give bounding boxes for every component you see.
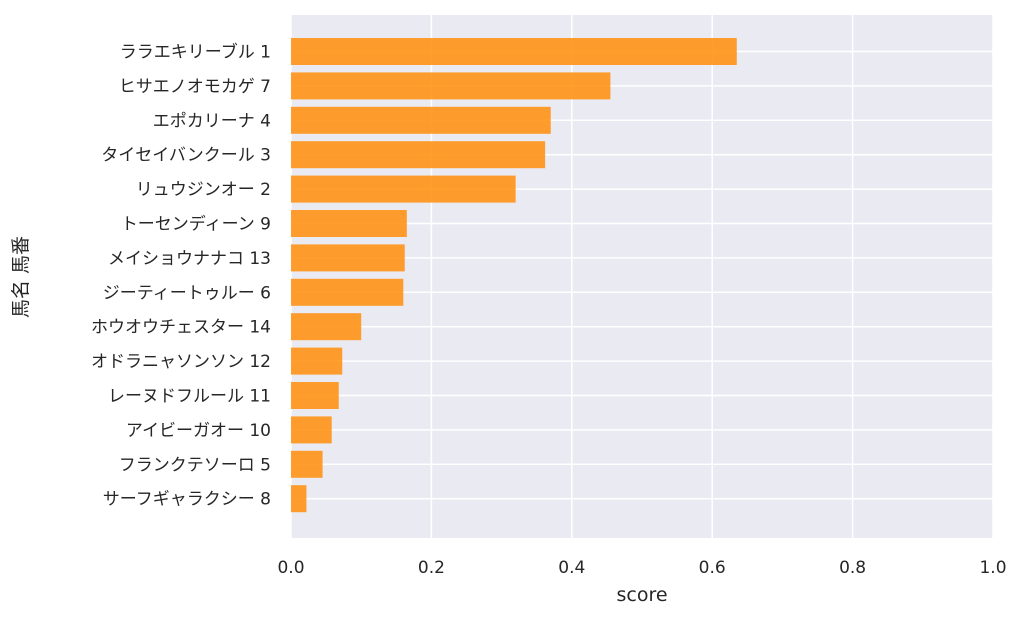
x-tick-label: 0.0: [277, 558, 304, 578]
bar: [291, 175, 516, 203]
x-tick-label: 0.8: [839, 558, 866, 578]
bar: [291, 278, 404, 306]
x-axis-label: score: [616, 584, 667, 606]
bar: [291, 485, 307, 513]
y-tick-label: トーセンディーン 9: [121, 214, 271, 235]
y-tick-label: サーフギャラクシー 8: [103, 490, 271, 510]
y-tick-label: リュウジンオー 2: [136, 180, 271, 200]
bar: [291, 313, 362, 341]
plot-area: [291, 15, 993, 538]
y-tick-label: メイショウナナコ 13: [108, 249, 271, 269]
x-tick-label: 0.2: [418, 558, 445, 578]
bar: [291, 72, 611, 100]
y-tick-label: アイビーガオー 10: [126, 421, 271, 441]
bar: [291, 244, 405, 272]
bar: [291, 347, 343, 375]
y-tick-label: オドラニャソンソン 12: [91, 352, 271, 372]
y-tick-label: ジーティートゥルー 6: [103, 283, 271, 303]
bar: [291, 382, 339, 409]
x-tick-label: 0.6: [699, 558, 726, 578]
y-tick-label: エポカリーナ 4: [153, 111, 271, 131]
bar: [291, 38, 737, 65]
y-tick-labels: ララエキリーブル 1 ヒサエノオモカゲ 7 エポカリーナ 4 タイセイバンクール 3 リ…: [91, 42, 271, 510]
y-tick-label: レーヌドフルール 11: [108, 387, 271, 407]
y-tick-label: ヒサエノオモカゲ 7: [119, 77, 271, 97]
bar: [291, 141, 546, 169]
x-tick-label: 1.0: [979, 558, 1006, 578]
y-tick-label: ホウオウチェスター 14: [91, 318, 271, 338]
y-tick-label: タイセイバンクール 3: [101, 146, 271, 166]
bar: [291, 450, 323, 478]
x-tick-label: 0.4: [558, 558, 585, 578]
y-axis-label: 馬名 馬番: [10, 236, 32, 318]
bars: [291, 38, 737, 513]
bar: [291, 210, 407, 237]
y-tick-label: フランクテソーロ 5: [119, 455, 271, 475]
y-tick-label: ララエキリーブル 1: [120, 42, 271, 63]
bar: [291, 106, 551, 134]
bar: [291, 416, 332, 444]
x-tick-labels: 0.0 0.2 0.4 0.6 0.8 1.0: [277, 558, 1006, 578]
